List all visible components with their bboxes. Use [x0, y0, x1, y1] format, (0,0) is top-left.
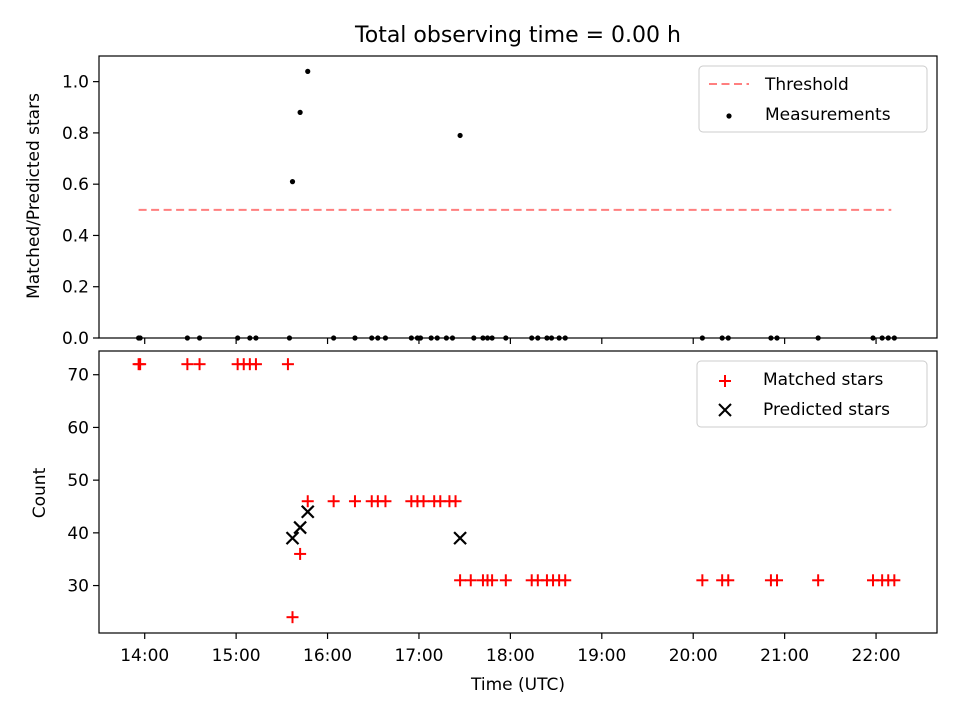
- matched-star-marker: [193, 358, 206, 371]
- matched-star-marker: [281, 358, 294, 371]
- top-y-ticks: 0.0 0.2 0.4 0.6 0.8 1.0: [62, 73, 99, 349]
- bottom-x-axis-label: Time (UTC): [470, 675, 565, 695]
- x-tick-label: 20:00: [669, 646, 718, 666]
- top-legend: Threshold Measurements: [698, 65, 928, 133]
- legend-matched-label: Matched stars: [763, 370, 883, 390]
- legend-measurements-swatch: [726, 113, 732, 119]
- bottom-x-ticks: 14:00 15:00 16:00 17:00 18:00 19:00 20:00 21:00…: [120, 633, 901, 666]
- top-legend-box: [698, 65, 928, 133]
- matched-star-marker: [181, 358, 194, 371]
- x-tick-label: 16:00: [303, 646, 352, 666]
- measurement-point: [289, 179, 296, 185]
- y-tick-label: 70: [67, 366, 89, 386]
- matched-star-marker: [722, 574, 735, 587]
- x-tick-label: 21:00: [760, 646, 809, 666]
- y-tick-label: 0.6: [62, 175, 89, 195]
- marker-stroke: [453, 531, 467, 545]
- legend-predicted-swatch: [718, 403, 732, 417]
- x-tick-label: 14:00: [120, 646, 169, 666]
- matched-star-marker: [294, 547, 307, 560]
- bottom-y-ticks: 30 40 50 60 70: [67, 366, 99, 597]
- legend-matched-swatch: [719, 375, 731, 387]
- y-tick-label: 0.2: [62, 278, 89, 298]
- bottom-panel-frame: [98, 350, 938, 634]
- y-tick-label: 40: [67, 524, 89, 544]
- bottom-legend-box: [696, 360, 928, 428]
- matched-star-marker: [559, 574, 572, 587]
- y-tick-label: 60: [67, 418, 89, 438]
- predicted-star-points: [285, 504, 467, 545]
- matched-star-points: [132, 358, 901, 624]
- matched-star-marker: [417, 495, 430, 508]
- predicted-star-marker: [293, 520, 307, 535]
- x-tick-label: 17:00: [394, 646, 443, 666]
- y-tick-label: 0.4: [62, 226, 89, 246]
- measurement-point: [297, 109, 303, 115]
- matched-star-marker: [327, 495, 340, 508]
- y-tick-label: 1.0: [62, 73, 89, 93]
- y-tick-label: 0.8: [62, 124, 89, 144]
- matched-star-marker: [449, 495, 462, 508]
- predicted-star-marker: [453, 531, 467, 545]
- matched-star-marker: [454, 574, 467, 587]
- matched-star-marker: [888, 574, 901, 587]
- matched-star-marker: [464, 574, 477, 587]
- matched-star-marker: [771, 574, 784, 587]
- x-tick-label: 22:00: [852, 646, 901, 666]
- legend-threshold-label: Threshold: [764, 75, 849, 95]
- matched-star-marker: [499, 574, 512, 587]
- matched-star-marker: [134, 358, 147, 371]
- matched-star-marker: [348, 495, 361, 508]
- y-tick-label: 0.0: [62, 329, 89, 349]
- marker-stroke: [293, 520, 307, 535]
- matched-star-marker: [379, 495, 392, 508]
- y-tick-label: 50: [67, 471, 89, 491]
- matched-star-marker: [486, 574, 499, 587]
- legend-measurements-label: Measurements: [765, 105, 891, 125]
- matched-star-marker: [301, 495, 314, 508]
- x-tick-label: 18:00: [486, 646, 535, 666]
- matched-star-marker: [286, 611, 299, 624]
- bottom-legend: Matched stars Predicted stars: [696, 360, 928, 428]
- measurement-point: [305, 68, 311, 74]
- bottom-y-axis-label: Count: [30, 467, 50, 518]
- matched-star-marker: [696, 574, 709, 587]
- marker-stroke: [285, 531, 300, 545]
- matched-star-marker: [812, 574, 825, 587]
- x-tick-label: 15:00: [212, 646, 261, 666]
- legend-predicted-label: Predicted stars: [763, 400, 890, 420]
- predicted-star-marker: [285, 531, 300, 545]
- top-panel-frame: [98, 55, 938, 339]
- bottom-panel: Count Time (UTC) 30 40 50 60 70 14:00 15:00 16…: [30, 350, 938, 695]
- y-tick-label: 30: [67, 577, 89, 597]
- measurement-point: [457, 132, 463, 139]
- top-y-axis-label: Matched/Predicted stars: [24, 93, 44, 299]
- top-panel-title: Total observing time = 0.00 h: [354, 23, 681, 48]
- marker-stroke: [300, 504, 315, 519]
- top-panel: Total observing time = 0.00 h Matched/Pr…: [24, 23, 938, 349]
- x-tick-label: 19:00: [577, 646, 626, 666]
- predicted-star-marker: [300, 504, 315, 519]
- matched-star-marker: [249, 358, 262, 371]
